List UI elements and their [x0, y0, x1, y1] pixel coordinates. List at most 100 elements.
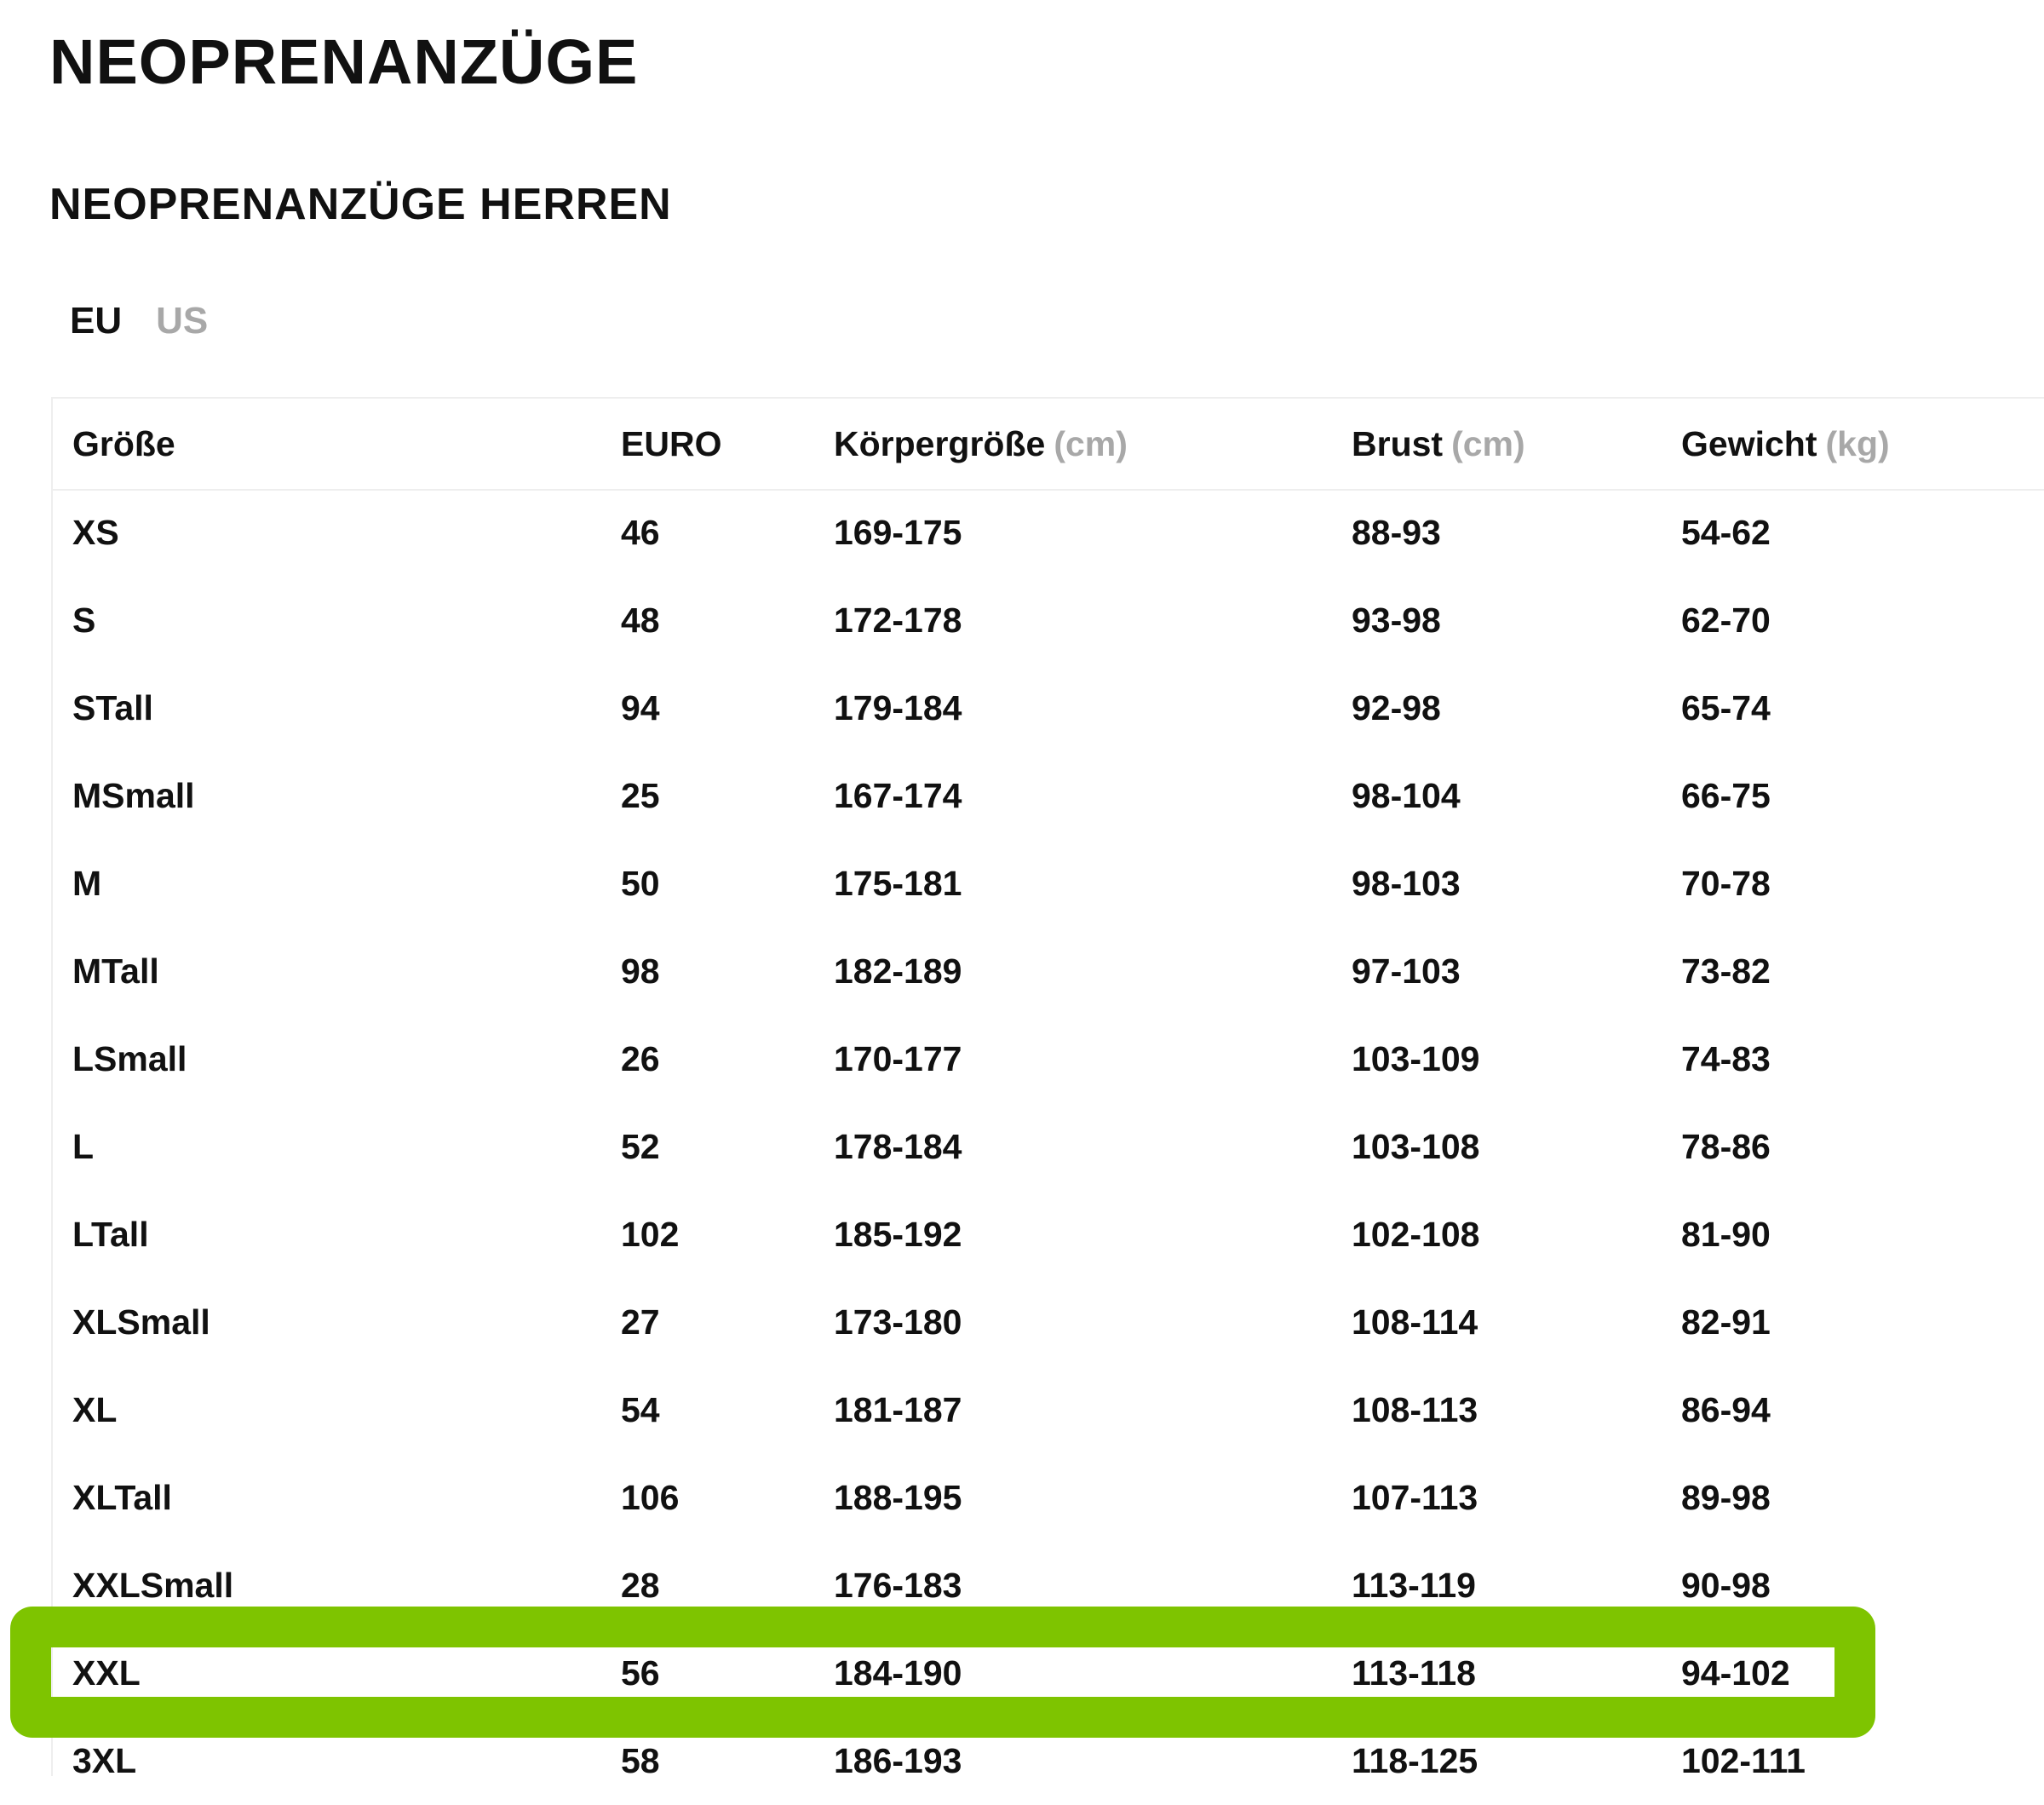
table-header-row: Größe EURO Körpergröße (cm) Brust (cm) G… — [53, 399, 2044, 491]
table-cell: 66-75 — [1681, 776, 1771, 815]
header-label: Brust — [1352, 423, 1444, 463]
table-cell: 26 — [621, 1039, 660, 1078]
table-row: XXL 56 184-190 113-118 94-102 — [53, 1630, 2044, 1717]
table-cell: 113-118 — [1352, 1653, 1476, 1693]
table-row: XLSmall 27 173-180 108-114 82-91 — [53, 1279, 2044, 1366]
table-cell: 28 — [621, 1566, 660, 1605]
table-cell: 52 — [621, 1127, 660, 1166]
table-cell: 56 — [621, 1653, 660, 1693]
table-cell: STall — [72, 688, 153, 727]
page-title: NEOPRENANZÜGE — [49, 26, 639, 97]
table-row: XXLSmall 28 176-183 113-119 90-98 — [53, 1542, 2044, 1630]
table-cell: 70-78 — [1681, 864, 1771, 903]
table-cell: 94-102 — [1681, 1653, 1790, 1693]
table-cell: 98 — [621, 951, 660, 991]
table-cell: 27 — [621, 1302, 660, 1342]
table-cell: XXLSmall — [72, 1566, 234, 1605]
table-cell: 74-83 — [1681, 1039, 1771, 1078]
table-cell: 46 — [621, 513, 660, 552]
table-cell: 50 — [621, 864, 660, 903]
table-cell: 108-114 — [1352, 1302, 1478, 1342]
header-gewicht: Gewicht (kg) — [1681, 399, 1890, 489]
header-label: Größe — [72, 423, 175, 463]
table-cell: L — [72, 1127, 95, 1166]
table-row: M 50 175-181 98-103 70-78 — [53, 840, 2044, 928]
table-cell: 98-103 — [1352, 864, 1461, 903]
table-row: STall 94 179-184 92-98 65-74 — [53, 664, 2044, 752]
table-cell: 94 — [621, 688, 660, 727]
table-cell: 118-125 — [1352, 1741, 1478, 1780]
table-cell: 103-108 — [1352, 1127, 1480, 1166]
header-groesse: Größe — [72, 399, 175, 489]
table-cell: 107-113 — [1352, 1478, 1478, 1517]
table-cell: 169-175 — [834, 513, 962, 552]
table-cell: 108-113 — [1352, 1390, 1478, 1429]
table-cell: XLSmall — [72, 1302, 210, 1342]
table-row: XLTall 106 188-195 107-113 89-98 — [53, 1454, 2044, 1542]
table-cell: 25 — [621, 776, 660, 815]
tab-us[interactable]: US — [156, 300, 209, 342]
header-euro: EURO — [621, 399, 721, 489]
section-title: NEOPRENANZÜGE HERREN — [49, 180, 672, 229]
table-cell: 186-193 — [834, 1741, 962, 1780]
table-cell: XLTall — [72, 1478, 172, 1517]
table-cell: XXL — [72, 1653, 141, 1693]
header-label: Gewicht — [1681, 423, 1817, 463]
table-cell: 54 — [621, 1390, 660, 1429]
table-cell: 73-82 — [1681, 951, 1771, 991]
table-cell: 181-187 — [834, 1390, 962, 1429]
table-cell: 167-174 — [834, 776, 962, 815]
table-cell: 184-190 — [834, 1653, 962, 1693]
header-label: Körpergröße — [834, 423, 1046, 463]
table-cell: 93-98 — [1352, 601, 1441, 640]
header-unit: (cm) — [1451, 423, 1525, 463]
tab-eu[interactable]: EU — [70, 300, 123, 342]
table-cell: S — [72, 601, 96, 640]
table-cell: 62-70 — [1681, 601, 1771, 640]
table-cell: 102-111 — [1681, 1741, 1806, 1780]
table-cell: 3XL — [72, 1741, 137, 1780]
header-unit: (cm) — [1054, 423, 1128, 463]
table-row: MSmall 25 167-174 98-104 66-75 — [53, 752, 2044, 840]
table-cell: 65-74 — [1681, 688, 1771, 727]
table-row: LSmall 26 170-177 103-109 74-83 — [53, 1015, 2044, 1103]
table-cell: 89-98 — [1681, 1478, 1771, 1517]
table-cell: MTall — [72, 951, 159, 991]
table-row: XS 46 169-175 88-93 54-62 — [53, 489, 2044, 577]
table-cell: 90-98 — [1681, 1566, 1771, 1605]
header-brust: Brust (cm) — [1352, 399, 1525, 489]
table-cell: M — [72, 864, 102, 903]
table-cell: 179-184 — [834, 688, 962, 727]
table-row: 3XL 58 186-193 118-125 102-111 — [53, 1717, 2044, 1805]
table-cell: 78-86 — [1681, 1127, 1771, 1166]
table-cell: 88-93 — [1352, 513, 1441, 552]
table-cell: 113-119 — [1352, 1566, 1476, 1605]
size-table: Größe EURO Körpergröße (cm) Brust (cm) G… — [51, 397, 2044, 1780]
table-cell: 82-91 — [1681, 1302, 1771, 1342]
table-row: MTall 98 182-189 97-103 73-82 — [53, 928, 2044, 1015]
table-cell: 188-195 — [834, 1478, 962, 1517]
table-cell: 98-104 — [1352, 776, 1461, 815]
table-cell: 58 — [621, 1741, 660, 1780]
unit-tabs: EU US — [70, 302, 208, 340]
table-cell: XL — [72, 1390, 118, 1429]
table-row: LTall 102 185-192 102-108 81-90 — [53, 1191, 2044, 1279]
table-cell: 54-62 — [1681, 513, 1771, 552]
table-cell: 81-90 — [1681, 1215, 1771, 1254]
table-row: L 52 178-184 103-108 78-86 — [53, 1103, 2044, 1191]
table-cell: 176-183 — [834, 1566, 962, 1605]
table-cell: MSmall — [72, 776, 195, 815]
table-cell: 48 — [621, 601, 660, 640]
header-label: EURO — [621, 423, 722, 463]
table-cell: 170-177 — [834, 1039, 962, 1078]
table-row: XL 54 181-187 108-113 86-94 — [53, 1366, 2044, 1454]
table-row: S 48 172-178 93-98 62-70 — [53, 577, 2044, 664]
table-cell: 102-108 — [1352, 1215, 1480, 1254]
table-cell: 102 — [621, 1215, 680, 1254]
table-cell: 173-180 — [834, 1302, 962, 1342]
table-cell: 172-178 — [834, 601, 962, 640]
table-cell: 103-109 — [1352, 1039, 1480, 1078]
table-cell: 92-98 — [1352, 688, 1441, 727]
table-cell: 175-181 — [834, 864, 962, 903]
header-koerpergroesse: Körpergröße (cm) — [834, 399, 1128, 489]
